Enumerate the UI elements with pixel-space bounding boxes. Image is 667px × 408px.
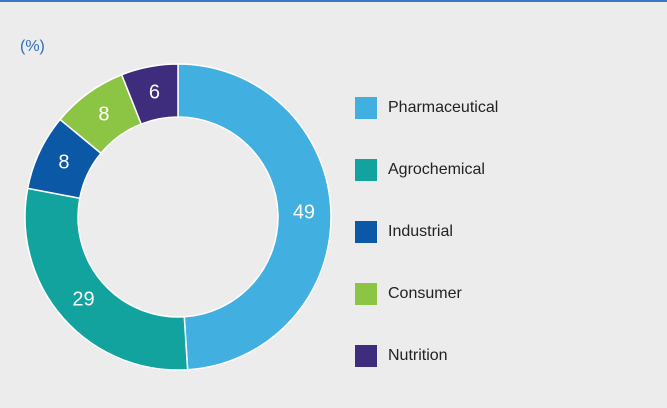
data-label: 6 (149, 82, 160, 104)
legend-swatch (355, 97, 377, 119)
legend-swatch (355, 283, 377, 305)
legend-swatch (355, 221, 377, 243)
data-label: 8 (58, 152, 69, 174)
unit-label: (%) (20, 38, 45, 55)
legend-swatch (355, 345, 377, 367)
data-label: 29 (72, 289, 94, 311)
donut-slice (177, 63, 332, 371)
legend-label: Consumer (388, 285, 462, 302)
legend-swatch (355, 159, 377, 181)
donut-slice (120, 63, 179, 125)
legend-label: Nutrition (388, 347, 448, 364)
legend-label: Industrial (388, 223, 453, 240)
data-label: 8 (98, 103, 109, 125)
legend-label: Agrochemical (388, 161, 485, 178)
data-label: 49 (293, 201, 315, 223)
donut-slice (24, 187, 189, 371)
legend-label: Pharmaceutical (388, 99, 498, 116)
